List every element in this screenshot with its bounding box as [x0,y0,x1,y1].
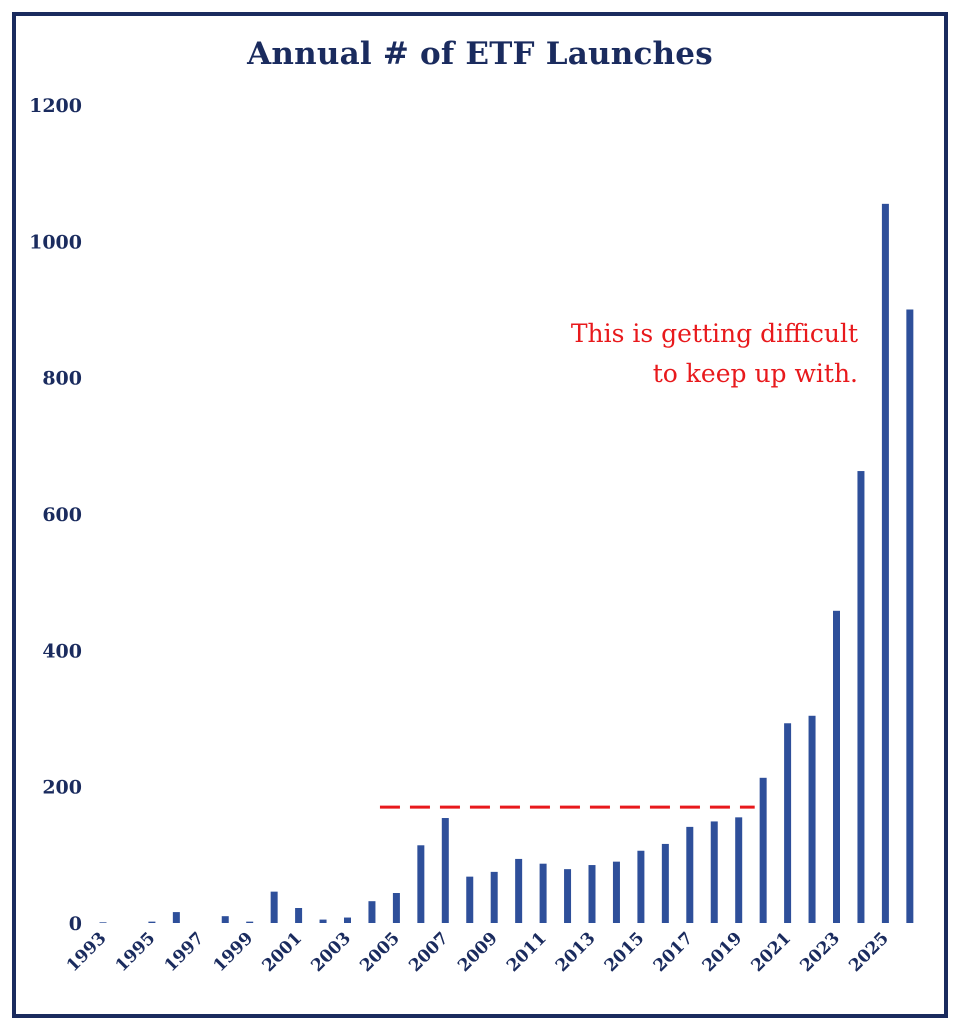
x-tick-label: 2013 [552,928,600,976]
x-tick-label: 2025 [845,928,893,976]
bar-2010 [515,858,523,923]
annotation-text: This is getting difficult [571,319,858,348]
bar-2014 [612,861,620,923]
bar-2000 [270,891,278,923]
bar-2021 [784,723,792,923]
bar-2012 [564,869,572,923]
x-tick-label: 2023 [796,928,844,976]
x-tick-label: 2011 [503,928,551,976]
bar-1993 [99,922,107,923]
bar-2026 [906,309,914,923]
y-tick-label: 1000 [29,231,82,253]
x-tick-label: 1999 [210,928,258,976]
bar-2022 [808,715,816,923]
x-tick-label: 2019 [699,928,747,976]
bar-2015 [637,850,645,923]
x-tick-label: 1993 [63,928,111,976]
bar-2023 [833,610,840,923]
bar-1999 [246,921,254,923]
bar-2011 [539,863,547,923]
x-tick-label: 2001 [259,928,307,976]
bar-1995 [148,921,156,923]
x-tick-label: 1997 [161,928,209,976]
y-tick-label: 1200 [29,95,82,117]
bar-2001 [295,908,303,923]
y-tick-label: 600 [42,504,82,526]
bar-2003 [344,917,351,923]
chart-frame [12,12,948,1018]
x-tick-label: 2009 [454,928,502,976]
bar-2008 [466,876,474,923]
x-tick-label: 2021 [748,928,796,976]
x-tick-label: 2005 [356,928,404,976]
x-tick-label: 2015 [601,928,649,976]
bar-2013 [588,865,596,923]
bar-2009 [490,871,498,923]
y-tick-label: 800 [42,368,82,390]
bar-2002 [319,919,327,923]
bar-2006 [417,845,425,923]
y-tick-label: 0 [69,913,82,935]
x-tick-label: 1995 [112,928,160,976]
bar-1998 [221,916,229,923]
bar-2017 [686,826,694,923]
y-tick-label: 400 [42,640,82,662]
bar-2025 [881,203,889,923]
bar-2004 [368,901,376,923]
bar-2005 [392,893,400,923]
bar-2007 [441,818,449,923]
bar-2016 [661,843,669,923]
bar-2020 [759,777,767,923]
chart-title: Annual # of ETF Launches [247,36,713,72]
x-tick-label: 2003 [307,928,355,976]
y-tick-label: 200 [42,777,82,799]
bar-2019 [735,817,743,923]
x-tick-label: 2017 [650,928,698,976]
bar-2018 [710,821,718,923]
bar-1996 [172,912,180,923]
annotation-text: to keep up with. [653,359,858,388]
x-tick-label: 2007 [405,928,453,976]
bar-2024 [857,471,865,923]
